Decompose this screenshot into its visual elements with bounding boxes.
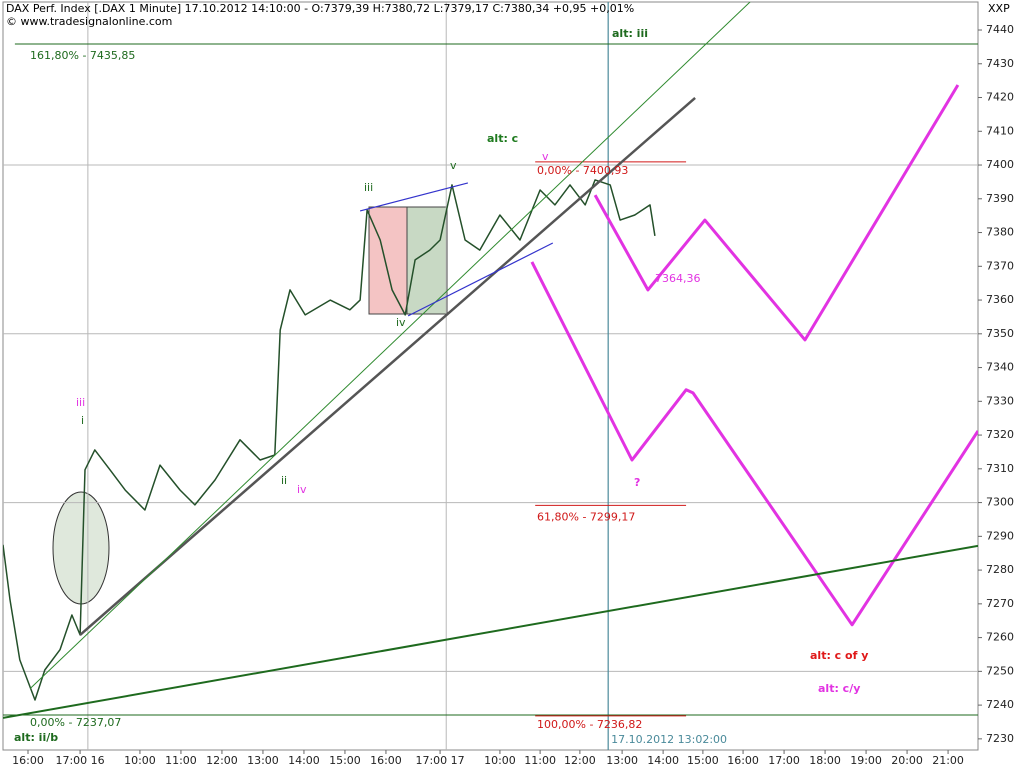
y-tick-label: 7270 [986, 597, 1014, 610]
plot-area [2, 1, 979, 751]
x-tick-label: 17:00 [768, 754, 800, 767]
x-tick-label: 15:00 [329, 754, 361, 767]
level-label: 0,00% - 7400,93 [537, 164, 628, 177]
y-tick-label: 7250 [986, 664, 1014, 677]
wave-label: iv [297, 483, 307, 496]
x-tick-label: 16:00 [12, 754, 44, 767]
wave-label: alt: ii/b [14, 731, 58, 744]
y-tick-label: 7410 [986, 124, 1014, 137]
series-line [3, 179, 656, 701]
y-tick-label: 7310 [986, 462, 1014, 475]
y-tick-label: 7430 [986, 57, 1014, 70]
x-tick-label: 20:00 [891, 754, 923, 767]
y-tick-label: 7230 [986, 732, 1014, 745]
x-tick-label: 10:00 [484, 754, 516, 767]
x-tick-label: 21:00 [932, 754, 964, 767]
y-tick-label: 7440 [986, 23, 1014, 36]
currency-label: XXP [988, 2, 1010, 15]
x-tick-label: 11:00 [524, 754, 556, 767]
y-tick-label: 7290 [986, 529, 1014, 542]
y-tick-label: 7400 [986, 158, 1014, 171]
series-line [593, 84, 960, 342]
series-line [3, 544, 978, 719]
cursor-label: 17.10.2012 13:02:00 [611, 733, 727, 746]
y-tick-label: 7360 [986, 293, 1014, 306]
x-tick-label: 12:00 [206, 754, 238, 767]
x-tick-label: 18:00 [809, 754, 841, 767]
wave-label: ii [281, 474, 287, 487]
y-tick-label: 7380 [986, 226, 1014, 239]
series-line [407, 242, 554, 317]
wave-label: i [81, 414, 84, 427]
y-tick-label: 7300 [986, 496, 1014, 509]
wave-label: iii [364, 181, 373, 194]
y-tick-label: 7390 [986, 192, 1014, 205]
level-label: 100,00% - 7236,82 [537, 718, 642, 731]
wave-label: alt: c of y [810, 649, 868, 662]
y-tick-label: 7280 [986, 563, 1014, 576]
y-tick-label: 7370 [986, 259, 1014, 272]
x-tick-label: 14:00 [647, 754, 679, 767]
x-tick-label: 12:00 [564, 754, 596, 767]
chart-title: DAX Perf. Index [.DAX 1 Minute] 17.10.20… [6, 2, 634, 15]
y-tick-label: 7240 [986, 698, 1014, 711]
x-tick-label: 13:00 [606, 754, 638, 767]
x-tick-label: 10:00 [124, 754, 156, 767]
wave-label: v [542, 150, 549, 163]
y-tick-label: 7320 [986, 428, 1014, 441]
series-line [29, 2, 751, 689]
x-tick-label: 15:00 [687, 754, 719, 767]
y-tick-label: 7260 [986, 631, 1014, 644]
wave-label: 7364,36 [655, 272, 701, 285]
x-tick-label: 17:00 16 [55, 754, 104, 767]
x-tick-label: 13:00 [247, 754, 279, 767]
highlight-box-green [406, 206, 448, 315]
wave-label: iv [396, 316, 406, 329]
x-tick-label: 16:00 [727, 754, 759, 767]
wave-label: iii [76, 396, 85, 409]
x-tick-label: 14:00 [288, 754, 320, 767]
y-tick-label: 7340 [986, 361, 1014, 374]
wave-label: alt: c/y [818, 682, 860, 695]
y-tick-label: 7420 [986, 91, 1014, 104]
series-line [79, 96, 696, 636]
wave-label: ? [634, 476, 640, 489]
plot-layer [3, 2, 978, 750]
wave-label: alt: iii [612, 27, 648, 40]
x-tick-label: 19:00 [850, 754, 882, 767]
x-tick-label: 11:00 [165, 754, 197, 767]
level-label: 161,80% - 7435,85 [30, 49, 135, 62]
series-line [530, 261, 978, 627]
level-label: 0,00% - 7237,07 [30, 716, 121, 729]
copyright: © www.tradesignalonline.com [6, 15, 172, 28]
level-label: 61,80% - 7299,17 [537, 510, 635, 523]
y-tick-label: 7350 [986, 327, 1014, 340]
x-tick-label: 16:00 [370, 754, 402, 767]
x-tick-label: 17:00 17 [415, 754, 464, 767]
wave-label: v [450, 159, 457, 172]
y-tick-label: 7330 [986, 394, 1014, 407]
wave-label: alt: c [487, 132, 518, 145]
highlight-box-red [368, 206, 408, 315]
series-line [359, 182, 469, 212]
